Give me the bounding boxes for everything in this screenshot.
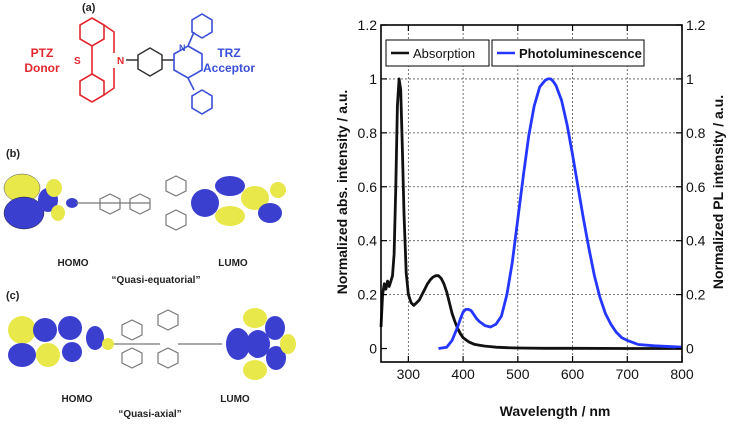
y-axis-title-right: Normalized PL intensity / a.u.	[710, 95, 726, 289]
phenylene-linker	[126, 47, 174, 77]
plot-frame	[380, 24, 683, 363]
y-tick-label-left: 1.2	[358, 17, 378, 33]
x-tick-label: 800	[670, 366, 694, 382]
lumo-axial-label: LUMO	[220, 394, 250, 405]
y-tick-label-left: 0	[369, 341, 377, 357]
legend-photoluminescence: Photoluminescence	[491, 39, 645, 67]
chart-grid	[381, 25, 682, 362]
y-tick-label-right: 0.6	[686, 179, 706, 195]
absorption-line	[379, 77, 682, 350]
x-axis-title: Wavelength / nm	[500, 403, 611, 419]
y-tick-label-right: 0.4	[686, 233, 706, 249]
x-tick-label: 600	[561, 366, 585, 382]
trz-nitrogen-atom: N	[179, 43, 186, 53]
orbitals-quasi-equatorial	[3, 173, 286, 231]
ptz-donor-unit	[79, 17, 115, 103]
y-axis-title-left: Normalized abs. intensity / a.u.	[334, 90, 350, 295]
x-tick-label: 300	[397, 366, 421, 382]
homo-equatorial-orbital	[3, 173, 78, 230]
acceptor-abbrev: TRZ	[217, 46, 241, 60]
x-tick-label: 700	[616, 366, 640, 382]
acceptor-role: Acceptor	[202, 61, 255, 75]
panel-label-a: (a)	[82, 2, 96, 14]
x-tick-label: 400	[451, 366, 475, 382]
y-tick-label-left: 0.4	[358, 233, 378, 249]
homo-axial-skeleton	[114, 319, 160, 369]
donor-label: PTZ Donor	[22, 46, 62, 76]
conformer-equatorial-label: “Quasi-equatorial”	[111, 275, 201, 286]
ptz-trz-structure: S N N	[74, 13, 213, 115]
lumo-equatorial-orbital	[165, 175, 286, 231]
donor-role: Donor	[24, 61, 60, 75]
x-tick-label: 500	[506, 366, 530, 382]
donor-abbrev: PTZ	[30, 46, 54, 60]
y-tick-label-left: 0.6	[358, 179, 378, 195]
sulfur-atom: S	[74, 56, 81, 67]
chart-axes	[380, 24, 683, 363]
conformer-axial-label: “Quasi-axial”	[118, 409, 182, 420]
ptz-nitrogen-atom: N	[117, 56, 124, 67]
chart-ticks: 300 400 500 600 700 800 0 0 0.2 0.2 0.4 0.4 0.6 0.6 0.…	[358, 17, 706, 382]
panel-label-c: (c)	[6, 290, 20, 302]
legend-pl-label: Photoluminescence	[519, 46, 642, 61]
homo-equatorial-label: HOMO	[57, 258, 89, 269]
y-tick-label-left: 0.2	[358, 287, 378, 303]
homo-axial-label: HOMO	[61, 394, 93, 405]
photoluminescence-line	[438, 77, 683, 350]
y-tick-label-left: 0.8	[358, 125, 378, 141]
legend-absorption-label: Absorption	[413, 46, 475, 61]
y-tick-label-right: 0	[686, 341, 694, 357]
y-tick-label-right: 1	[686, 71, 694, 87]
trz-acceptor-unit	[173, 13, 213, 115]
homo-axial-orbital	[8, 316, 114, 367]
spectra-chart: 300 400 500 600 700 800 0 0 0.2 0.2 0.4 0.4 0.6 0.6 0.…	[334, 17, 726, 419]
panel-label-b: (b)	[6, 148, 21, 160]
lumo-axial-orbital	[157, 308, 296, 380]
y-tick-label-right: 0.2	[686, 287, 706, 303]
y-tick-label-left: 1	[369, 71, 377, 87]
y-tick-label-right: 1.2	[686, 17, 706, 33]
orbitals-quasi-axial	[8, 308, 296, 380]
acceptor-label: TRZ Acceptor	[196, 46, 262, 76]
chart-series	[379, 77, 683, 350]
homo-equatorial-skeleton	[76, 193, 151, 215]
legend-absorption: Absorption	[385, 39, 490, 67]
y-tick-label-right: 0.8	[686, 125, 706, 141]
lumo-equatorial-label: LUMO	[218, 258, 248, 269]
